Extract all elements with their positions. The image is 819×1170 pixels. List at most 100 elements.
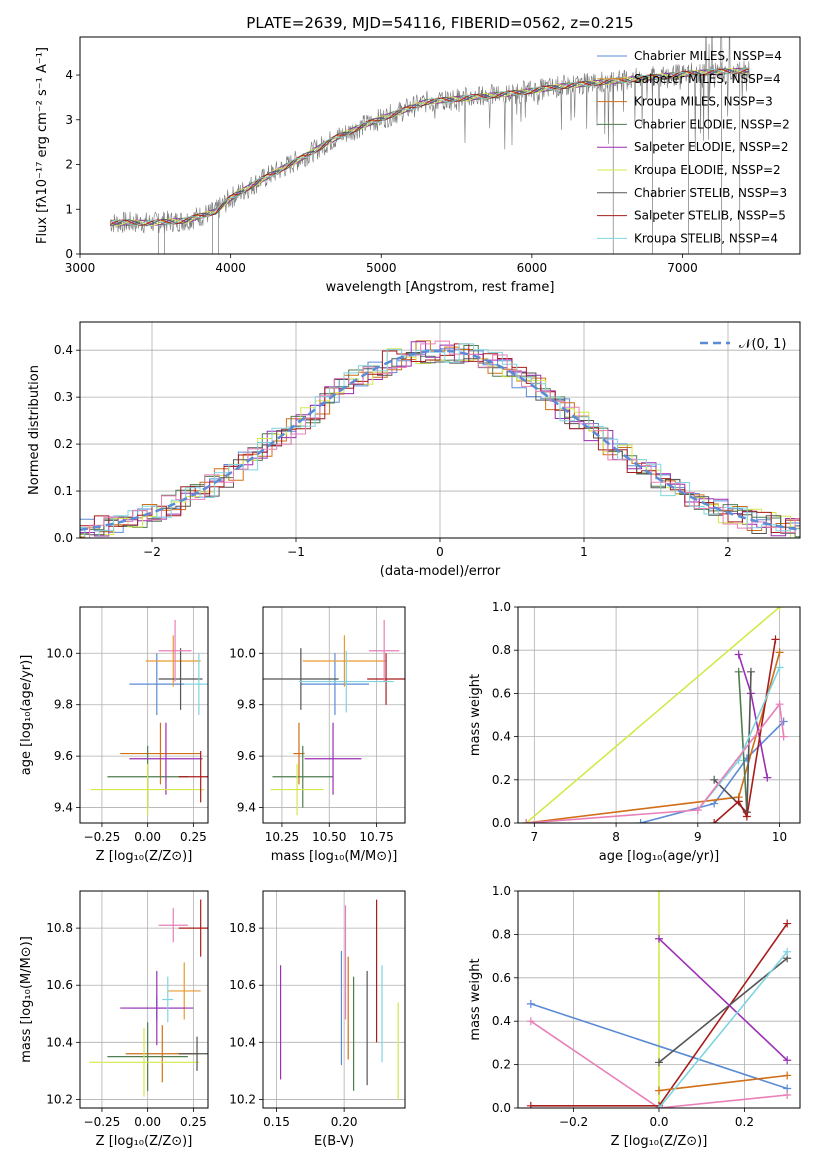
legend-label: Salpeter ELODIE, NSSP=2 (634, 140, 789, 154)
x-tick-label: −2 (143, 545, 161, 559)
panel-1: −2 −1 0 1 2 0.0 0.1 0.2 0.3 0.4 (data-model)/error… (27, 321, 801, 579)
marker-ss (734, 797, 743, 806)
x-tick-label: 4000 (215, 261, 246, 275)
x-tick-label: −0.25 (84, 1115, 121, 1129)
y-tick-label: 0 (65, 247, 73, 261)
marker-pink (693, 806, 702, 815)
marker-pink (783, 1090, 792, 1099)
y-tick-label: 0.0 (492, 1101, 511, 1115)
y-axis-label: age [log₁₀(age/yr)] (19, 655, 34, 776)
x-tick-label: 0.25 (180, 830, 207, 844)
legend-label: Kroupa MILES, NSSP=3 (634, 95, 773, 109)
x-axis-label: mass [log₁₀(M/M⊙)] (271, 849, 398, 864)
y-tick-label: 0.2 (492, 1058, 511, 1072)
plot-area (90, 619, 208, 816)
panel-0: 3000 4000 5000 6000 7000 0 1 2 3 4 wavelength [Ang… (35, 36, 801, 295)
y-tick-label: 0.8 (492, 643, 511, 657)
marker-ss (526, 1101, 535, 1108)
y-tick-label: 9.8 (237, 698, 256, 712)
y-tick-label: 9.6 (54, 749, 73, 763)
marker-ss (783, 919, 792, 928)
plot-area (80, 340, 800, 538)
y-tick-label: 10.8 (229, 921, 256, 935)
y-tick-label: 0.0 (492, 816, 511, 830)
x-axis-label: Z [log₁₀(Z/Z⊙)] (96, 849, 193, 864)
y-axis-label: mass weight (468, 674, 483, 756)
x-axis-label: wavelength [Angstrom, rest frame] (326, 280, 555, 295)
x-tick-label: 0.00 (134, 1115, 161, 1129)
marker-km (775, 648, 784, 657)
x-axis-label: (data-model)/error (380, 564, 501, 579)
mass-weight-line-cs (658, 957, 788, 1064)
y-axis-label: mass [log₁₀(M/M⊙)] (19, 936, 34, 1063)
marker-pink (775, 700, 784, 709)
histogram-ks (80, 343, 800, 538)
marker-se (783, 1056, 792, 1065)
marker-ke (775, 607, 784, 611)
y-tick-label: 10.4 (46, 1035, 73, 1049)
axes-frame (79, 321, 801, 539)
mass-weight-line-cm (640, 720, 785, 823)
y-tick-label: 9.4 (237, 801, 256, 815)
y-tick-label: 10.2 (229, 1092, 256, 1106)
histogram-pink (89, 340, 800, 538)
legend-label: Chabrier ELODIE, NSSP=2 (634, 117, 790, 131)
mass-weight-line-pink (530, 1020, 788, 1108)
y-tick-label: 0.2 (492, 773, 511, 787)
x-tick-label: 7 (531, 830, 539, 844)
x-tick-label: 6000 (517, 261, 548, 275)
axes-frame (262, 606, 406, 824)
y-tick-label: 4 (65, 68, 73, 82)
mass-weight-line-ke (525, 607, 781, 823)
x-tick-label: 0.15 (263, 1115, 290, 1129)
y-tick-label: 10.6 (229, 978, 256, 992)
legend-label: Salpeter STELIB, NSSP=5 (634, 209, 786, 223)
plot-area (279, 899, 399, 1100)
mass-weight-line-ks (658, 951, 788, 1108)
plot-area (263, 619, 405, 816)
x-tick-label: 0 (436, 545, 444, 559)
marker-ks (655, 1104, 663, 1108)
y-tick-label: 0.4 (54, 343, 73, 357)
x-tick-label: 10.75 (359, 830, 393, 844)
plot-area (109, 37, 751, 254)
y-tick-label: 0.4 (492, 730, 511, 744)
y-axis-label: Flux [fλ10⁻¹⁷ erg cm⁻² s⁻¹ A⁻¹] (35, 47, 50, 244)
marker-se (734, 650, 743, 659)
axes-frame (517, 606, 801, 824)
marker-ks (775, 663, 784, 672)
mass-weight-line-ss (713, 639, 777, 823)
y-tick-label: 10.0 (46, 646, 73, 660)
histogram-km (80, 340, 800, 538)
legend-label: Kroupa STELIB, NSSP=4 (634, 231, 778, 245)
y-axis-label: Normed distribution (27, 365, 42, 495)
panel-5: −0.25 0.00 0.25 10.2 10.4 10.6 10.8 Z [log₁₀(Z/… (19, 890, 209, 1149)
x-tick-label: −1 (287, 545, 305, 559)
legend-label: Chabrier STELIB, NSSP=3 (634, 186, 787, 200)
marker-cs (746, 667, 755, 676)
marker-pink (526, 1017, 535, 1026)
plot-area (522, 607, 788, 823)
x-tick-label: −0.25 (84, 830, 121, 844)
y-tick-label: 1.0 (492, 884, 511, 898)
y-tick-label: 9.4 (54, 801, 73, 815)
y-tick-label: 2 (65, 158, 73, 172)
marker-ce (734, 667, 743, 676)
mass-weight-line-se (658, 938, 788, 1061)
marker-se (655, 934, 663, 943)
mass-weight-line-cm (530, 1003, 788, 1090)
marker-ss (710, 819, 719, 823)
y-tick-label: 0.6 (492, 686, 511, 700)
x-tick-label: 10.50 (312, 830, 346, 844)
x-tick-label: 10 (772, 830, 787, 844)
y-tick-label: 0.4 (492, 1014, 511, 1028)
y-tick-label: 0.0 (54, 531, 73, 545)
marker-pink (779, 732, 788, 741)
marker-cm (526, 999, 535, 1008)
legend-label: Kroupa ELODIE, NSSP=2 (634, 163, 781, 177)
y-tick-label: 10.0 (229, 646, 256, 660)
marker-ss (771, 635, 780, 644)
marker-pink (522, 819, 531, 823)
y-tick-label: 1.0 (492, 600, 511, 614)
marker-se (763, 773, 772, 782)
